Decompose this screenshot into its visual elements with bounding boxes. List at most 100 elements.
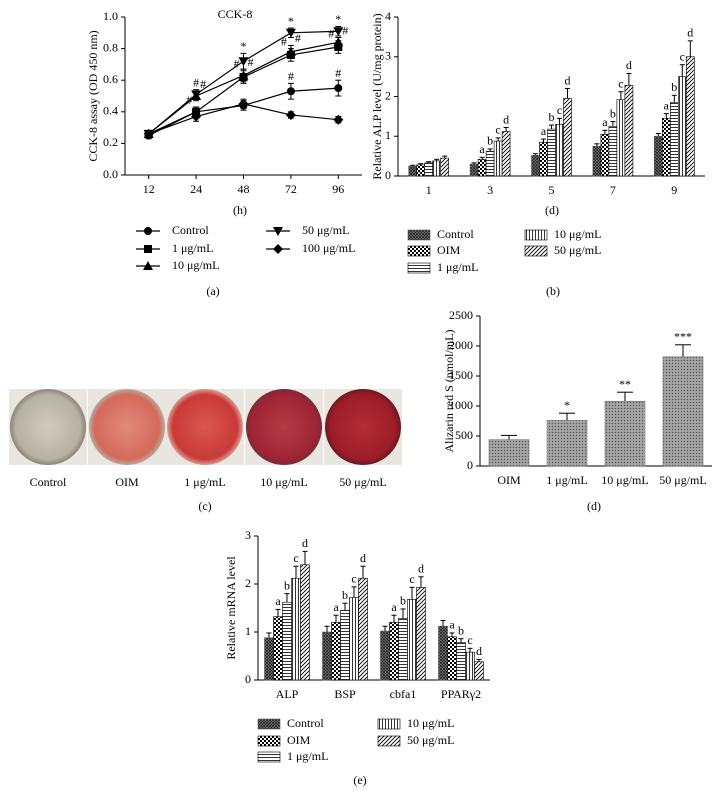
significance-label: b (342, 588, 348, 602)
photo-label: 1 μg/mL (184, 475, 225, 489)
photo-label: Control (30, 475, 67, 489)
bar (563, 98, 572, 177)
bar (273, 616, 283, 681)
significance-label: a (275, 594, 281, 608)
significance-label: # (281, 34, 287, 48)
y-tick-label: 0 (385, 168, 391, 182)
chart-title: CCK-8 (218, 7, 253, 21)
significance-label: b (400, 594, 406, 608)
culture-dish-photo (10, 389, 86, 465)
x-tick-label: 24 (190, 182, 202, 196)
significance-label: c (467, 633, 472, 647)
bar (440, 157, 450, 177)
point-marker (333, 114, 344, 125)
x-tick-label: 96 (332, 182, 344, 196)
significance-label: # (200, 77, 206, 91)
y-tick-label: 1500 (449, 368, 473, 382)
point-marker (334, 84, 343, 93)
legend-label: 50 μg/mL (302, 223, 349, 237)
bar (501, 131, 511, 177)
significance-label: # (295, 31, 301, 45)
legend-swatch (524, 245, 548, 257)
y-tick-label: 2000 (449, 338, 473, 352)
bar (408, 165, 418, 177)
legend-swatch (407, 262, 431, 274)
x-tick-label: BSP (334, 687, 356, 701)
point-marker (238, 98, 249, 109)
legend-label: OIM (437, 243, 461, 257)
significance-label: b (458, 623, 464, 637)
bar (456, 642, 466, 681)
y-tick-label: 2500 (449, 308, 473, 322)
point-marker (286, 87, 295, 96)
significance-label: d (626, 58, 632, 72)
significance-label: c (557, 103, 562, 117)
significance-label: ** (619, 377, 631, 391)
significance-label: c (409, 572, 414, 586)
y-tick-label: 1 (245, 624, 251, 638)
point-marker (238, 70, 249, 80)
significance-label: a (664, 98, 670, 112)
significance-label: * (288, 14, 294, 28)
bar (300, 564, 310, 681)
legend-label: 50 μg/mL (554, 243, 601, 257)
y-tick-label: 0 (467, 458, 473, 472)
significance-label: # (328, 26, 334, 40)
bar (608, 126, 618, 177)
legend-swatch (377, 735, 401, 747)
bar (616, 99, 626, 177)
significance-label: b (610, 106, 616, 120)
bar (531, 155, 540, 177)
significance-label: d (687, 26, 693, 40)
panel-label: (c) (198, 499, 211, 513)
culture-dish-photo (89, 389, 165, 465)
bar (380, 630, 390, 681)
x-tick-label: 5 (549, 183, 555, 197)
significance-label: d (476, 644, 482, 658)
legend-label: Control (172, 223, 209, 237)
y-axis-label: Relative ALP level (U/mg protein) (370, 13, 384, 179)
point-marker (285, 109, 296, 120)
significance-label: b (487, 134, 493, 148)
bar (416, 587, 426, 681)
point-marker (285, 28, 296, 38)
significance-label: a (333, 600, 339, 614)
culture-dish-photo (325, 389, 401, 465)
bar (322, 631, 332, 681)
legend-label: Control (437, 227, 474, 241)
significance-label: d (302, 536, 308, 550)
significance-label: * (564, 398, 570, 412)
legend-label: 10 μg/mL (407, 716, 454, 730)
y-tick-label: 0 (245, 672, 251, 686)
x-tick-label: 72 (285, 182, 297, 196)
significance-label: d (418, 562, 424, 576)
x-tick-label: 10 μg/mL (601, 473, 648, 487)
significance-label: d (360, 551, 366, 565)
bar (546, 420, 588, 467)
y-tick-label: 0.6 (103, 72, 118, 86)
bar (282, 601, 292, 681)
x-tick-label: 1 μg/mL (546, 473, 587, 487)
point-marker (333, 27, 344, 37)
y-tick-label: 4 (385, 9, 391, 23)
point-marker (238, 57, 249, 67)
legend-label: OIM (287, 733, 311, 747)
bar (389, 622, 399, 681)
bar (469, 163, 479, 177)
bar (685, 56, 695, 177)
significance-label: # (288, 69, 294, 83)
y-tick-label: 3 (245, 528, 251, 542)
significance-label: a (449, 618, 455, 632)
y-axis-label: CCK-8 assay (OD 450 nm) (86, 30, 100, 161)
significance-label: # (335, 66, 341, 80)
culture-dish-photo (246, 389, 322, 465)
bar (547, 128, 556, 177)
legend-label: 10 μg/mL (172, 258, 219, 272)
bar (447, 636, 457, 681)
bar (291, 577, 301, 681)
y-axis-label: Relative mRNA level (224, 556, 238, 660)
legend-swatch (257, 718, 281, 730)
y-tick-label: 0.8 (103, 40, 118, 54)
panel-label: (e) (353, 773, 366, 787)
